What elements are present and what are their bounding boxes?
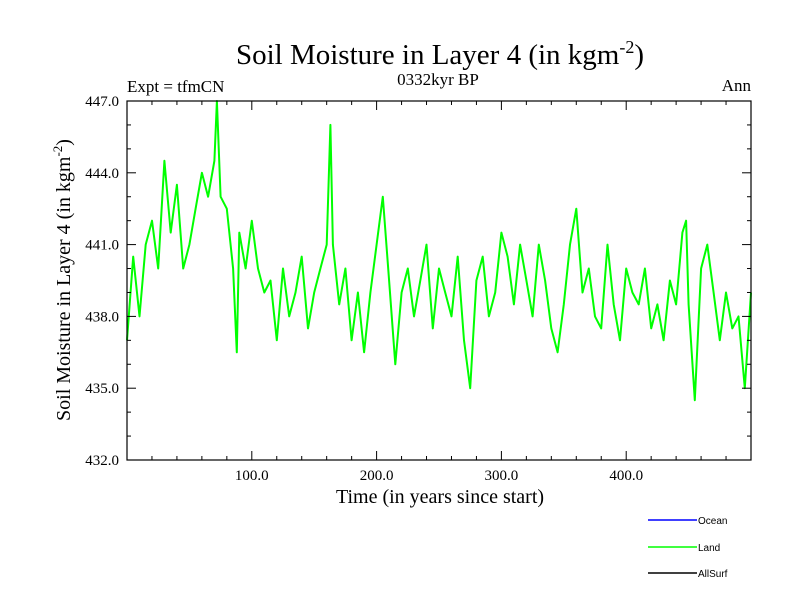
y-axis-label-suffix: ) [53,139,75,146]
subtitle-center: 0332kyr BP [397,70,479,89]
y-tick-label: 438.0 [85,309,119,325]
y-axis-label-superscript: -2 [50,146,65,157]
y-tick-label: 441.0 [85,238,119,254]
y-tick-label: 432.0 [85,453,119,469]
legend-item-allsurf: AllSurf [648,569,728,580]
series-line-land [126,100,752,402]
chart-title-suffix: ) [634,39,644,71]
y-tick-label: 435.0 [85,381,119,397]
plot-area [126,100,752,402]
legend-label: AllSurf [698,569,728,580]
x-tick-label: 300.0 [485,468,519,484]
legend: Ocean Land AllSurf [648,516,728,580]
y-tick-label: 447.0 [85,94,119,110]
plot-frame [126,100,752,461]
x-tick-label: 400.0 [609,468,643,484]
subtitle-right: Ann [722,76,752,95]
axis-ticks: 432.0 435.0 438.0 441.0 444.0 447.0 100.0 200.0… [85,94,751,484]
chart-title-superscript: -2 [619,37,634,57]
subtitle-left: Expt = tfmCN [127,77,224,96]
legend-item-ocean: Ocean [648,516,727,527]
y-axis-label: Soil Moisture in Layer 4 (in kgm-2) [50,139,75,421]
legend-label: Ocean [698,516,727,527]
x-tick-label: 200.0 [360,468,394,484]
legend-item-land: Land [648,543,720,554]
chart-title: Soil Moisture in Layer 4 (in kgm-2) [236,37,644,71]
y-tick-label: 444.0 [85,166,119,182]
legend-label: Land [698,543,720,554]
x-axis-label: Time (in years since start) [336,486,544,508]
x-tick-label: 100.0 [235,468,269,484]
